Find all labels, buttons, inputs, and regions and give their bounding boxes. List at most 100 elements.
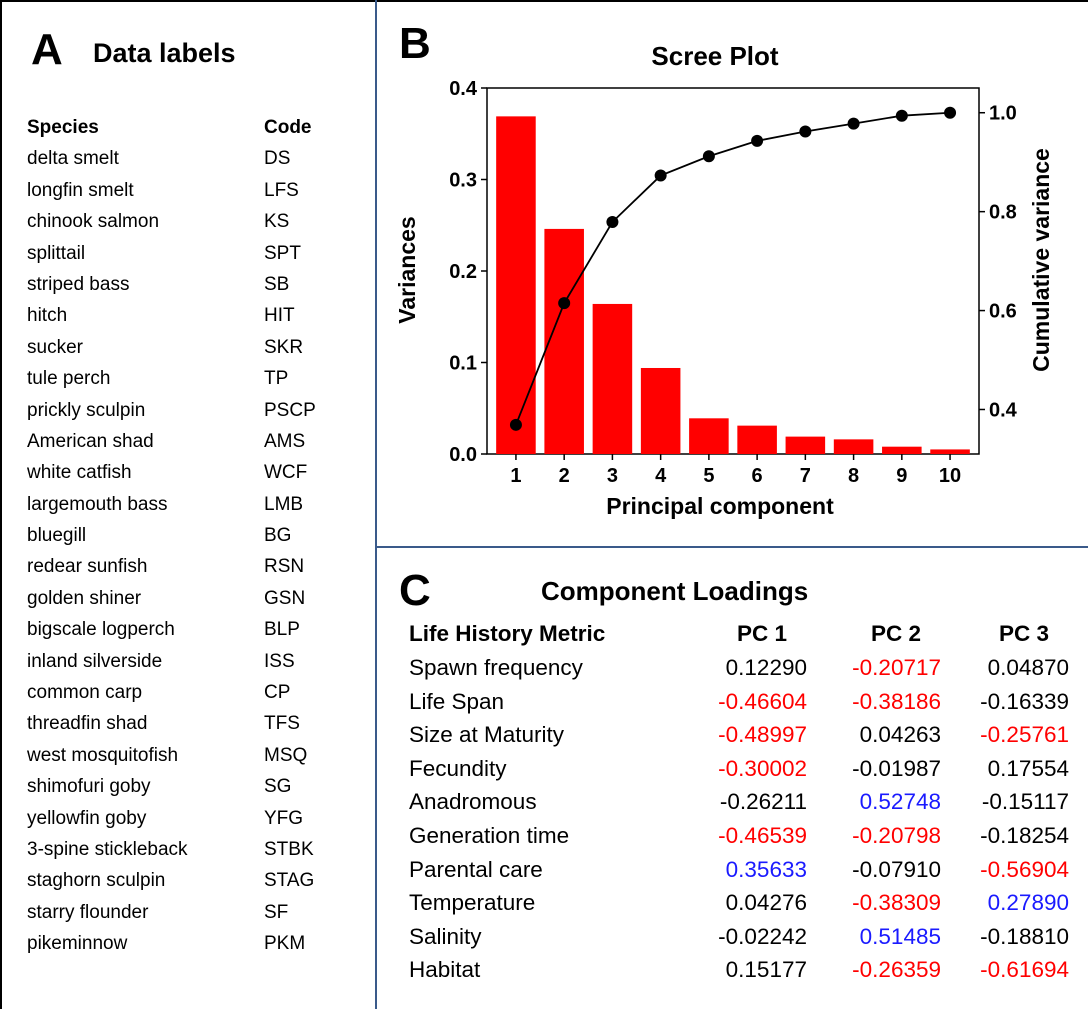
loadings-row: Anadromous -0.26211 0.52748 -0.15117 — [409, 785, 1079, 818]
pc2-loading: -0.38186 — [852, 688, 941, 714]
species-row: delta smelt DS — [27, 143, 347, 174]
species-row: redear sunfish RSN — [27, 551, 347, 582]
metric-name: Parental care — [409, 856, 543, 882]
panel-letter-a: A — [31, 25, 63, 74]
species-name: yellowfin goby — [27, 807, 147, 829]
species-code: SKR — [264, 336, 304, 358]
pc3-loading: 0.17554 — [987, 755, 1069, 781]
species-row: American shad AMS — [27, 426, 347, 457]
species-code: SG — [264, 776, 292, 798]
pc1-loading: 0.35633 — [725, 856, 807, 882]
pc1-loading: -0.46539 — [718, 823, 807, 848]
x-tick-label: 10 — [939, 465, 961, 487]
species-name: hitch — [27, 305, 68, 327]
pc1-loading: -0.30002 — [718, 755, 807, 781]
species-row: west mosquitofish MSQ — [27, 740, 347, 771]
x-tick-label: 5 — [703, 465, 714, 487]
pc2-loading: -0.07910 — [852, 856, 941, 882]
bar — [930, 449, 970, 454]
species-code: RSN — [264, 556, 305, 578]
pc1-column-header: PC 1 — [736, 621, 788, 646]
pc3-loading: -0.18254 — [980, 823, 1069, 848]
species-code: MSQ — [264, 744, 308, 766]
species-name: American shad — [27, 430, 154, 452]
species-table: Species Code delta smelt DS longfin smelt L… — [27, 112, 347, 960]
metric-name: Anadromous — [409, 789, 537, 815]
pc1-loading: 0.12290 — [725, 655, 807, 680]
species-code: SPT — [264, 242, 301, 264]
species-name: bluegill — [27, 525, 87, 547]
loadings-row: Fecundity -0.30002 -0.01987 0.17554 — [409, 752, 1079, 785]
species-row: common carp CP — [27, 677, 347, 708]
loadings-header-row: Life History Metric PC 1 PC 2 PC 3 — [409, 617, 1079, 650]
cumulative-point — [558, 297, 571, 310]
species-row: bigscale logperch BLP — [27, 614, 347, 645]
species-code: BG — [264, 525, 292, 547]
pc3-loading: 0.27890 — [987, 890, 1069, 916]
metric-name: Fecundity — [409, 755, 507, 781]
species-code: ISS — [264, 650, 295, 672]
species-code: LFS — [264, 179, 299, 201]
species-row: yellowfin goby YFG — [27, 803, 347, 834]
species-row: sucker SKR — [27, 332, 347, 363]
panel-b-scree-plot: B Scree Plot Principal component Varianc… — [377, 0, 1088, 548]
panel-letter-c: C — [399, 566, 431, 615]
species-code: SF — [264, 901, 289, 923]
pc1-loading: -0.48997 — [718, 722, 807, 748]
pc3-column-header: PC 3 — [998, 621, 1050, 646]
pc2-loading: -0.38309 — [852, 890, 941, 916]
cumulative-point — [509, 418, 522, 431]
pc2-loading: 0.52748 — [859, 789, 941, 815]
species-row: golden shiner GSN — [27, 583, 347, 614]
bars-group — [496, 116, 970, 455]
panel-letter-b: B — [399, 19, 431, 68]
pc2-loading: 0.51485 — [859, 923, 941, 949]
species-name: threadfin shad — [27, 713, 148, 735]
bar — [737, 425, 777, 454]
pc3-loading: -0.56904 — [980, 856, 1069, 882]
x-tick-label: 9 — [896, 465, 907, 487]
species-row: tule perch TP — [27, 363, 347, 394]
species-code: DS — [264, 148, 291, 170]
y2-tick-label: 0.4 — [989, 399, 1018, 421]
pc1-loading: -0.46604 — [718, 688, 807, 714]
x-tick-label: 7 — [800, 465, 811, 487]
pc3-loading: -0.18810 — [980, 923, 1069, 949]
species-code: TP — [264, 368, 289, 390]
chart-title: Scree Plot — [651, 41, 779, 71]
species-row: bluegill BG — [27, 520, 347, 551]
pc1-loading: 0.04276 — [725, 890, 807, 916]
species-code: YFG — [264, 807, 304, 829]
y-tick-label: 0.4 — [449, 78, 478, 100]
cumulative-point — [895, 109, 908, 122]
species-name: golden shiner — [27, 587, 142, 609]
pc2-loading: -0.01987 — [852, 755, 941, 781]
pc2-loading: -0.20717 — [852, 655, 941, 680]
pc2-loading: -0.20798 — [852, 823, 941, 848]
species-row: white catfish WCF — [27, 457, 347, 488]
species-name: common carp — [27, 682, 143, 704]
metric-column-header: Life History Metric — [409, 621, 606, 646]
species-name: sucker — [27, 336, 83, 358]
x-tick-label: 1 — [510, 465, 521, 487]
species-rows: delta smelt DS longfin smelt LFS chinook sal… — [27, 143, 347, 959]
y-tick-label: 0.1 — [449, 353, 477, 375]
pc3-loading: -0.25761 — [980, 722, 1069, 748]
loadings-row: Parental care 0.35633 -0.07910 -0.56904 — [409, 853, 1079, 886]
panel-a-data-labels: A Data labels Species Code delta smelt DS… — [0, 0, 375, 1009]
bar — [640, 367, 681, 454]
code-column-header: Code — [264, 117, 312, 138]
axis-ticks-group: 1 2 3 4 5 6 7 8 9 10 0.0 0.1 0.2 0.3 0.4 0.4 0.6 0.8 1.0 — [449, 78, 1017, 487]
cumulative-point — [847, 117, 860, 130]
metric-name: Life Span — [409, 688, 505, 714]
loadings-row: Temperature 0.04276 -0.38309 0.27890 — [409, 886, 1079, 919]
x-tick-label: 4 — [655, 465, 667, 487]
loadings-row: Spawn frequency 0.12290 -0.20717 0.04870 — [409, 651, 1079, 684]
species-name: redear sunfish — [27, 556, 148, 578]
y2-tick-label: 1.0 — [989, 103, 1017, 125]
species-name: chinook salmon — [27, 211, 160, 233]
species-row: inland silverside ISS — [27, 646, 347, 677]
pc3-loading: 0.04870 — [987, 655, 1069, 680]
bar — [785, 436, 826, 454]
pc3-loading: -0.16339 — [980, 688, 1069, 714]
